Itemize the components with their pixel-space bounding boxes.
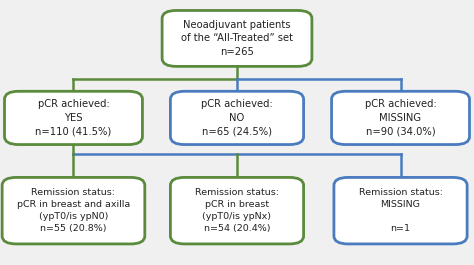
FancyBboxPatch shape (162, 11, 312, 67)
FancyBboxPatch shape (2, 178, 145, 244)
Text: Remission status:
pCR in breast
(ypT0/is ypNx)
n=54 (20.4%): Remission status: pCR in breast (ypT0/is… (195, 188, 279, 233)
Text: pCR achieved:
NO
n=65 (24.5%): pCR achieved: NO n=65 (24.5%) (201, 99, 273, 136)
FancyBboxPatch shape (170, 91, 304, 145)
FancyBboxPatch shape (331, 91, 469, 145)
Text: Remission status:
pCR in breast and axilla
(ypT0/is ypN0)
n=55 (20.8%): Remission status: pCR in breast and axil… (17, 188, 130, 233)
Text: pCR achieved:
MISSING
n=90 (34.0%): pCR achieved: MISSING n=90 (34.0%) (365, 99, 437, 136)
Text: Remission status:
MISSING

n=1: Remission status: MISSING n=1 (358, 188, 443, 233)
FancyBboxPatch shape (170, 178, 304, 244)
FancyBboxPatch shape (334, 178, 467, 244)
Text: Neoadjuvant patients
of the “All-Treated” set
n=265: Neoadjuvant patients of the “All-Treated… (181, 20, 293, 57)
Text: pCR achieved:
YES
n=110 (41.5%): pCR achieved: YES n=110 (41.5%) (36, 99, 111, 136)
FancyBboxPatch shape (4, 91, 142, 145)
